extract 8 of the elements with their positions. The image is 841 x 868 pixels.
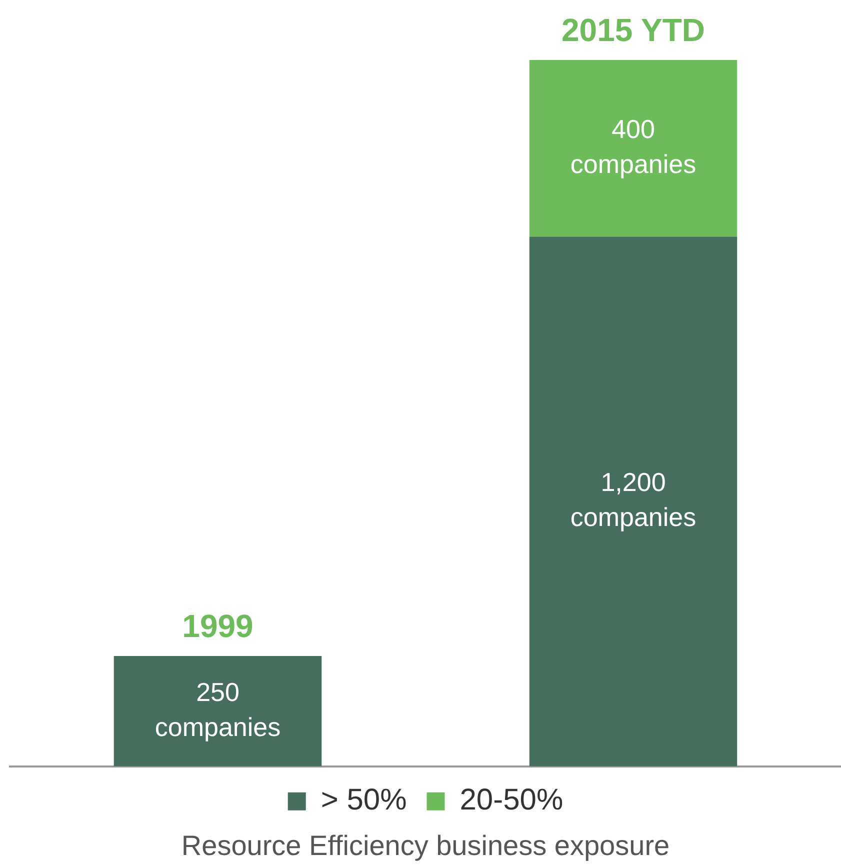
- data-label: 1,200 companies: [570, 467, 696, 532]
- x-tick-label: 2015 YTD: [562, 12, 705, 48]
- legend-label: 20-50%: [460, 784, 564, 817]
- legend-label: > 50%: [320, 784, 407, 817]
- data-label: 400 companies: [570, 114, 696, 179]
- x-tick-label: 1999: [182, 608, 254, 644]
- x-axis-title: Resource Efficiency business exposure: [181, 830, 670, 861]
- data-label: 250 companies: [154, 676, 281, 742]
